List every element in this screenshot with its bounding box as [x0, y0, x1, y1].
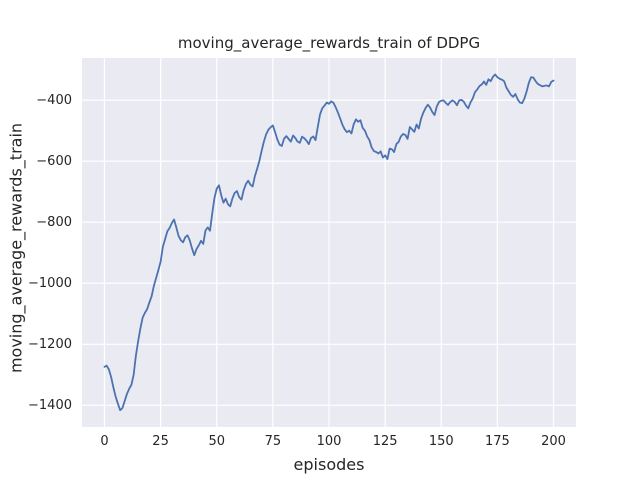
y-tick-label: −1200	[28, 336, 72, 352]
plot-canvas	[82, 58, 576, 427]
reward-line	[103, 73, 555, 412]
y-axis-label: moving_average_rewards_train	[6, 122, 26, 374]
y-tick-label: −1000	[28, 275, 72, 291]
plot-area	[82, 58, 576, 427]
x-tick-label: 200	[541, 434, 566, 449]
x-axis-label: episodes	[293, 455, 365, 474]
x-tick-label: 50	[208, 434, 225, 449]
chart-title: moving_average_rewards_train of DDPG	[177, 34, 481, 52]
x-tick-label: 100	[316, 434, 342, 449]
x-tick-label: 25	[152, 434, 169, 449]
x-tick-label: 0	[100, 434, 109, 449]
x-tick-label: 175	[484, 434, 510, 449]
gridlines	[82, 58, 576, 427]
x-tick-label: 75	[264, 434, 282, 449]
y-tick-label: −400	[36, 92, 72, 108]
y-tick-label: −1400	[28, 397, 72, 413]
x-tick-label: 125	[372, 434, 398, 449]
y-tick-label: −600	[36, 153, 72, 169]
y-tick-label: −800	[36, 214, 72, 230]
x-tick-label: 150	[428, 434, 454, 449]
